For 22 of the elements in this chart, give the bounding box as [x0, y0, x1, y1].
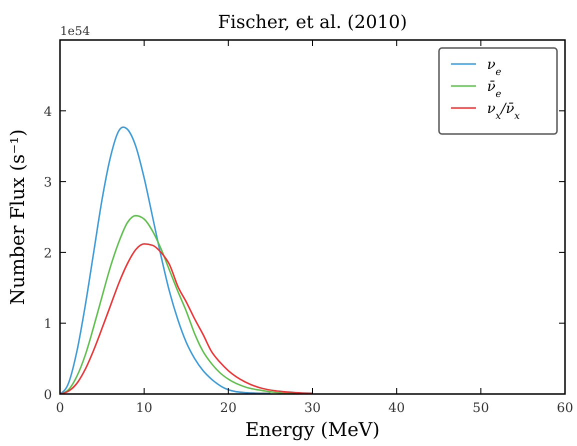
- line-series: [60, 214, 296, 394]
- x-tick-label: 10: [136, 401, 152, 416]
- x-tick-label: 50: [472, 401, 490, 416]
- legend-label: ν$_{x}$/ν̄$_{x}$: [487, 101, 520, 122]
- x-axis-title: Energy (MeV): [245, 419, 380, 441]
- x-tick-label: 30: [304, 401, 321, 416]
- y-tick-label: 1: [44, 317, 52, 332]
- chart-title: Fischer, et al. (2010): [218, 12, 408, 33]
- line-series: [60, 126, 272, 394]
- y-tick-label: 2: [44, 246, 52, 262]
- y-tick-label: 3: [44, 176, 52, 191]
- line-series: [60, 243, 314, 394]
- x-tick-label: 0: [56, 401, 64, 416]
- text: 1e54: [60, 24, 90, 38]
- legend-label: ν$_{e}$: [487, 57, 502, 78]
- x-tick-label: 40: [388, 401, 405, 416]
- y-axis-title: Number Flux (s⁻¹): [7, 129, 29, 305]
- y-tick-label: 0: [44, 388, 52, 403]
- legend-label: ν̄$_{e}$: [487, 79, 502, 100]
- x-tick-label: 60: [556, 401, 574, 416]
- y-tick-label: 4: [44, 104, 52, 120]
- x-tick-label: 20: [220, 401, 237, 416]
